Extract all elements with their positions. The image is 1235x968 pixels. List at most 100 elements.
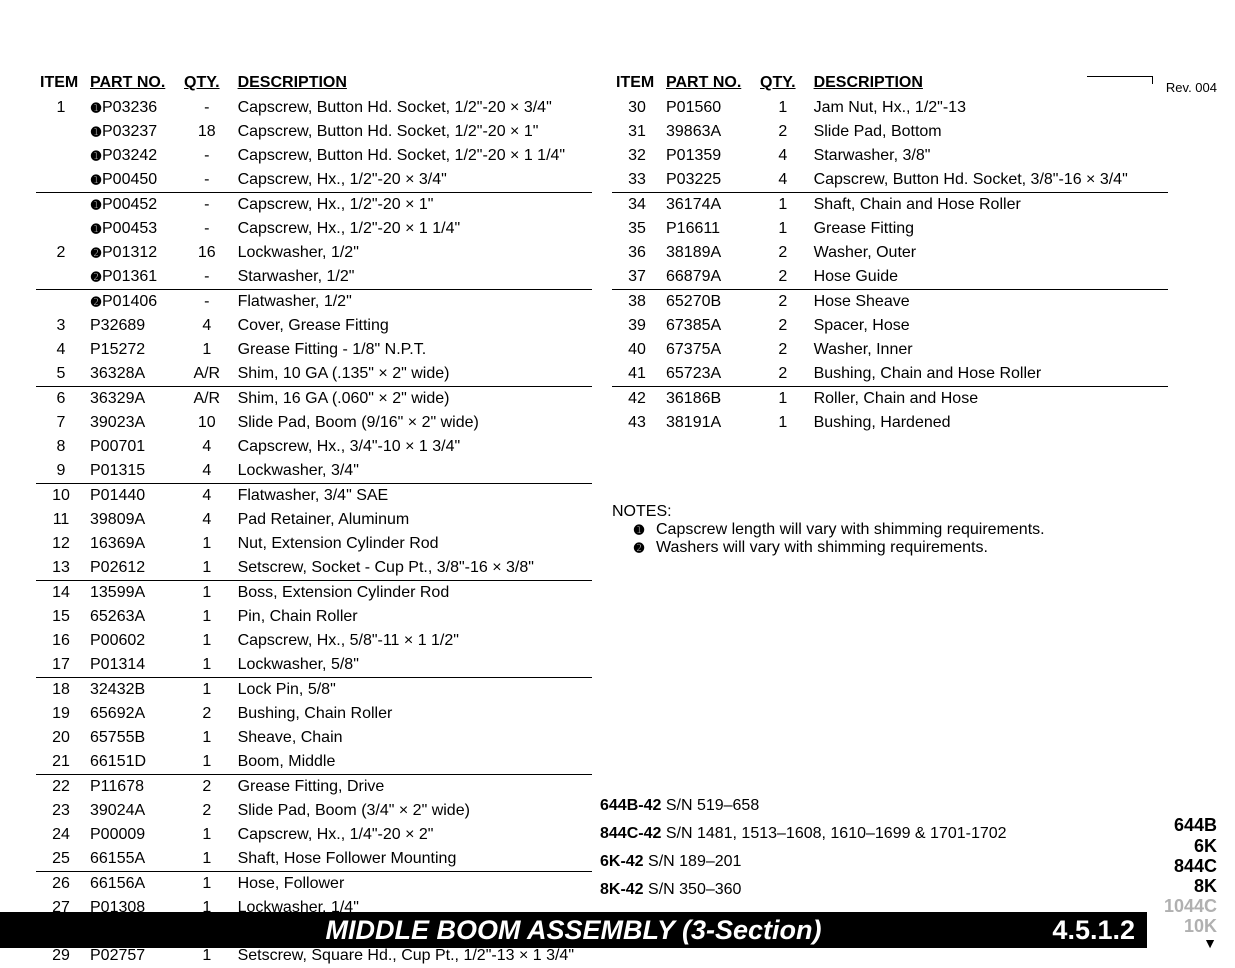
cell-item: 5 <box>36 362 86 387</box>
note-line: ➋Washers will vary with shimming require… <box>612 539 1168 557</box>
page-title: MIDDLE BOOM ASSEMBLY (3-Section) <box>325 915 821 946</box>
cell-part: 65723A <box>662 362 756 387</box>
cell-item: 4 <box>36 338 86 362</box>
cell-qty: 1 <box>180 581 234 606</box>
cell-qty: 1 <box>756 387 810 412</box>
note-marker-icon: ➋ <box>90 295 102 309</box>
cell-item: 1 <box>36 96 86 120</box>
cell-item: 43 <box>612 411 662 435</box>
table-row: 3139863A2Slide Pad, Bottom <box>612 120 1168 144</box>
serial-line: 844C-42 S/N 1481, 1513–1608, 1610–1699 &… <box>600 820 1127 848</box>
cell-qty: 1 <box>756 411 810 435</box>
cell-desc: Hose Guide <box>810 265 1168 290</box>
cell-qty: 2 <box>756 314 810 338</box>
cell-desc: Starwasher, 1/2" <box>234 265 592 290</box>
cell-desc: Capscrew, Hx., 3/4"-10 × 1 3/4" <box>234 435 592 459</box>
table-row: 2166151D1Boom, Middle <box>36 750 592 775</box>
cell-desc: Flatwasher, 3/4" SAE <box>234 484 592 509</box>
model-label: 844C <box>1164 856 1217 876</box>
cell-item: 12 <box>36 532 86 556</box>
cell-item: 40 <box>612 338 662 362</box>
cell-part: ➊P00453 <box>86 217 180 241</box>
cell-desc: Grease Fitting, Drive <box>234 775 592 800</box>
cell-part: ➊P00450 <box>86 168 180 193</box>
cell-qty: 1 <box>180 726 234 750</box>
cell-part: 16369A <box>86 532 180 556</box>
table-row: 2666156A1Hose, Follower <box>36 872 592 897</box>
cell-item: 19 <box>36 702 86 726</box>
cell-qty: 2 <box>756 362 810 387</box>
cell-part: 38189A <box>662 241 756 265</box>
note-text: Capscrew length will vary with shimming … <box>656 521 1045 539</box>
cell-item: 13 <box>36 556 86 581</box>
cell-item: 38 <box>612 290 662 315</box>
cell-part: 65270B <box>662 290 756 315</box>
note-marker-icon: ➊ <box>90 173 102 187</box>
cell-part: ➋P01406 <box>86 290 180 315</box>
left-column: ITEM PART NO. QTY. DESCRIPTION 1➊P03236-… <box>36 72 592 968</box>
cell-part: P00602 <box>86 629 180 653</box>
table-row: 1➊P03236-Capscrew, Button Hd. Socket, 1/… <box>36 96 592 120</box>
table-row: 16P006021Capscrew, Hx., 5/8"-11 × 1 1/2" <box>36 629 592 653</box>
cell-part: 32432B <box>86 678 180 703</box>
cell-part: 39809A <box>86 508 180 532</box>
cell-item: 30 <box>612 96 662 120</box>
table-row: 33P032254Capscrew, Button Hd. Socket, 3/… <box>612 168 1168 193</box>
cell-qty: 16 <box>180 241 234 265</box>
cell-part: ➊P00452 <box>86 193 180 218</box>
cell-qty: - <box>180 193 234 218</box>
cell-qty: 2 <box>756 290 810 315</box>
table-row: 3638189A2Washer, Outer <box>612 241 1168 265</box>
cell-desc: Boss, Extension Cylinder Rod <box>234 581 592 606</box>
cell-desc: Washer, Inner <box>810 338 1168 362</box>
cell-desc: Slide Pad, Boom (3/4" × 2" wide) <box>234 799 592 823</box>
cell-item: 39 <box>612 314 662 338</box>
cell-part: ➊P03237 <box>86 120 180 144</box>
table-row: 636329AA/RShim, 16 GA (.060" × 2" wide) <box>36 387 592 412</box>
notes-block: NOTES: ➊Capscrew length will vary with s… <box>612 503 1168 557</box>
cell-item: 8 <box>36 435 86 459</box>
cell-qty: 2 <box>756 338 810 362</box>
cell-desc: Grease Fitting <box>810 217 1168 241</box>
cell-qty: 2 <box>180 799 234 823</box>
cell-part: P01359 <box>662 144 756 168</box>
table-row: 35P166111Grease Fitting <box>612 217 1168 241</box>
cell-part: P15272 <box>86 338 180 362</box>
table-row: 13P026121Setscrew, Socket - Cup Pt., 3/8… <box>36 556 592 581</box>
cell-desc: Slide Pad, Bottom <box>810 120 1168 144</box>
cell-desc: Spacer, Hose <box>810 314 1168 338</box>
cell-part: ➊P03242 <box>86 144 180 168</box>
cell-item: 6 <box>36 387 86 412</box>
cell-part: P16611 <box>662 217 756 241</box>
cell-item: 32 <box>612 144 662 168</box>
table-row: 1832432B1Lock Pin, 5/8" <box>36 678 592 703</box>
cell-part: P01440 <box>86 484 180 509</box>
table-row: 3P326894Cover, Grease Fitting <box>36 314 592 338</box>
cell-desc: Capscrew, Hx., 1/2"-20 × 1" <box>234 193 592 218</box>
table-row: 24P000091Capscrew, Hx., 1/4"-20 × 2" <box>36 823 592 847</box>
table-row: 9P013154Lockwasher, 3/4" <box>36 459 592 484</box>
cell-item: 18 <box>36 678 86 703</box>
cell-part: P01315 <box>86 459 180 484</box>
cell-desc: Grease Fitting - 1/8" N.P.T. <box>234 338 592 362</box>
cell-part: 36186B <box>662 387 756 412</box>
cell-qty: A/R <box>180 387 234 412</box>
cell-qty: 2 <box>180 775 234 800</box>
cell-item: 3 <box>36 314 86 338</box>
cell-desc: Shaft, Hose Follower Mounting <box>234 847 592 872</box>
serial-line: 644B-42 S/N 519–658 <box>600 792 1127 820</box>
table-row: 1139809A4Pad Retainer, Aluminum <box>36 508 592 532</box>
col-qty: QTY. <box>756 72 810 96</box>
table-row: ➊P00450-Capscrew, Hx., 1/2"-20 × 3/4" <box>36 168 592 193</box>
notes-title: NOTES: <box>612 503 1168 521</box>
table-row: 30P015601Jam Nut, Hx., 1/2"-13 <box>612 96 1168 120</box>
cell-desc: Pin, Chain Roller <box>234 605 592 629</box>
cell-part: P00009 <box>86 823 180 847</box>
table-row: 4067375A2Washer, Inner <box>612 338 1168 362</box>
cell-part: 39863A <box>662 120 756 144</box>
note-marker-icon: ➊ <box>90 101 102 115</box>
cell-desc: Lockwasher, 5/8" <box>234 653 592 678</box>
table-row: 4338191A1Bushing, Hardened <box>612 411 1168 435</box>
cell-part: 65755B <box>86 726 180 750</box>
cell-desc: Lockwasher, 1/2" <box>234 241 592 265</box>
